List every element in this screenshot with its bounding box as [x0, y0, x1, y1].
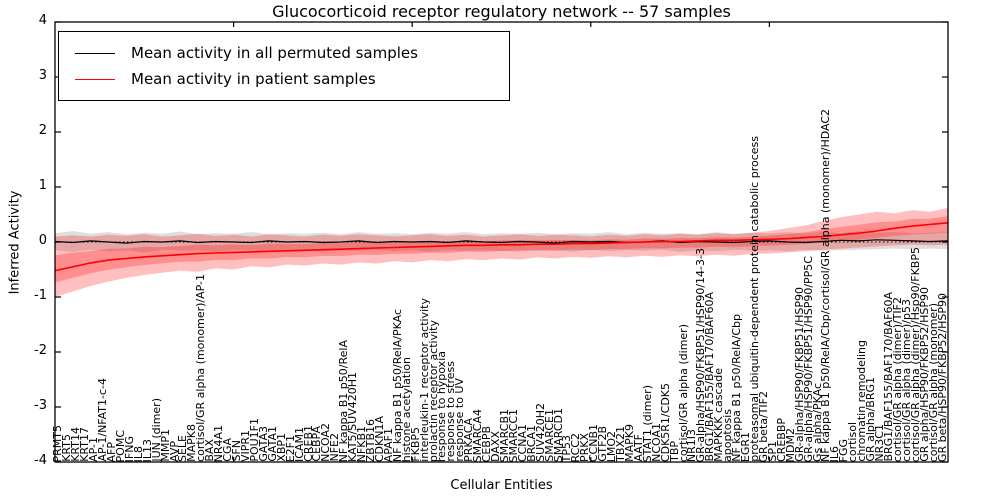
y-tick-label: -3 — [34, 398, 47, 413]
patient-line-swatch — [75, 78, 115, 80]
permuted-mean-line — [54, 239, 949, 244]
legend-item-patient: Mean activity in patient samples — [75, 66, 509, 92]
legend-label-permuted: Mean activity in all permuted samples — [131, 44, 418, 62]
legend-item-permuted: Mean activity in all permuted samples — [75, 40, 509, 66]
patient-band — [55, 207, 948, 297]
y-tick-label: -1 — [34, 288, 47, 303]
patient-mean-line — [54, 222, 949, 272]
y-tick-label: 4 — [38, 13, 47, 28]
x-axis-label: Cellular Entities — [450, 478, 553, 493]
x-tick-label: GR beta/HSP90/FKBP52/HSP90 — [935, 292, 949, 462]
y-tick-label: 0 — [38, 233, 47, 248]
y-tick-label: 2 — [38, 123, 47, 138]
permuted-band — [55, 231, 948, 253]
x-tick-label: cortisol/GR alpha (monomer)/AP-1 — [194, 274, 208, 462]
y-tick-label: -4 — [34, 453, 47, 468]
chart-title: Glucocorticoid receptor regulatory netwo… — [272, 2, 731, 21]
y-tick-label: 3 — [38, 68, 47, 83]
permuted-line-swatch — [75, 52, 115, 54]
legend-label-patient: Mean activity in patient samples — [131, 70, 376, 88]
x-tick-label: NF kappa B1 p50/RelA/Cbp/cortisol/GR alp… — [819, 109, 833, 462]
legend: Mean activity in all permuted samples Me… — [58, 31, 510, 101]
y-tick-label: -2 — [34, 343, 47, 358]
patient-band-inner — [55, 216, 948, 283]
y-tick-label: 1 — [38, 178, 47, 193]
